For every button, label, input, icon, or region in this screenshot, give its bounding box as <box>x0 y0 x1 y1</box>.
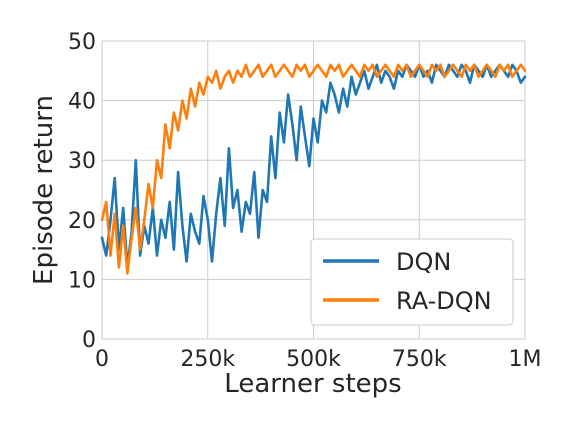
y-tick-label: 10 <box>68 268 96 293</box>
legend-label-dqn: DQN <box>396 248 451 276</box>
y-tick-label: 30 <box>68 149 96 174</box>
x-tick-label: 0 <box>95 347 109 372</box>
y-tick-label: 50 <box>68 30 96 55</box>
y-tick-label: 20 <box>68 209 96 234</box>
x-tick-label: 750k <box>392 347 447 372</box>
y-tick-label: 0 <box>82 328 96 353</box>
tick-labels: 0 250k 500k 750k 1M 0 10 20 30 40 50 <box>68 30 541 372</box>
legend-label-ra-dqn: RA-DQN <box>396 287 492 315</box>
series-layer <box>100 63 527 275</box>
x-axis-label: Learner steps <box>224 369 401 399</box>
y-tick-label: 40 <box>68 90 96 115</box>
x-tick-label: 500k <box>286 347 341 372</box>
y-axis-label: Episode return <box>29 95 59 285</box>
legend: DQN RA-DQN <box>310 238 514 326</box>
series-line-ra-dqn <box>100 63 527 275</box>
series-line-dqn <box>100 63 527 269</box>
x-tick-label: 1M <box>509 347 542 372</box>
grid-lines <box>101 40 526 340</box>
x-tick-label: 250k <box>180 347 235 372</box>
